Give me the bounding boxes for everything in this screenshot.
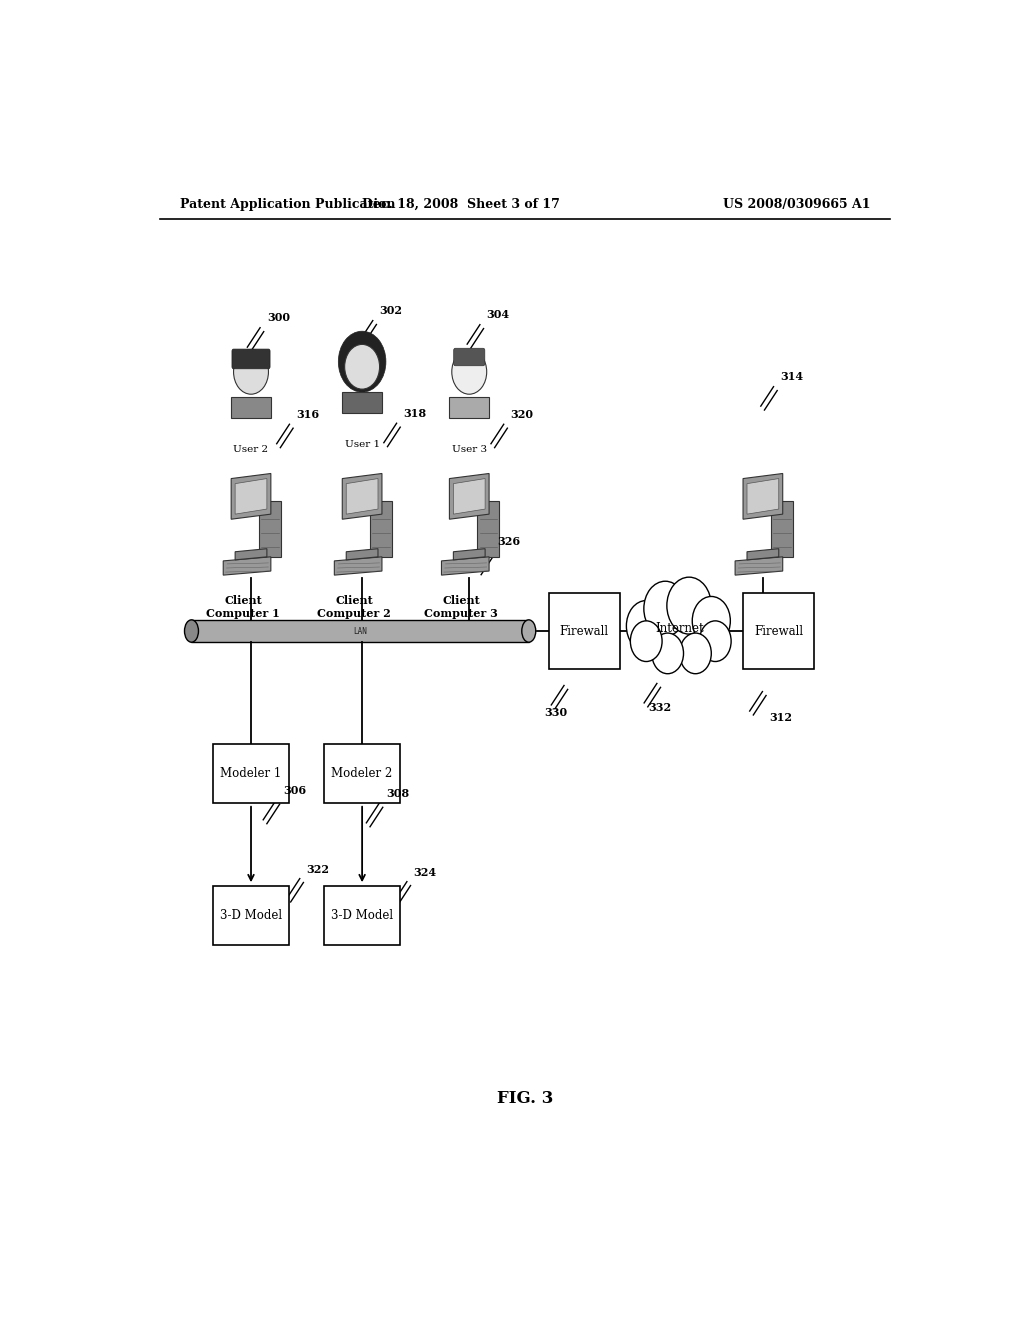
Text: LAN: LAN — [353, 627, 367, 635]
Text: 330: 330 — [545, 706, 567, 718]
FancyBboxPatch shape — [325, 886, 399, 945]
Circle shape — [627, 601, 666, 651]
Circle shape — [233, 350, 268, 395]
FancyBboxPatch shape — [771, 502, 793, 557]
Polygon shape — [346, 549, 378, 560]
Polygon shape — [223, 557, 270, 576]
Text: Client
Computer 2: Client Computer 2 — [317, 595, 391, 619]
Text: 308: 308 — [386, 788, 409, 799]
Text: 322: 322 — [306, 865, 330, 875]
Text: User 2: User 2 — [233, 445, 268, 454]
Text: 320: 320 — [511, 409, 534, 420]
Text: 306: 306 — [283, 785, 306, 796]
FancyBboxPatch shape — [232, 348, 270, 368]
Polygon shape — [748, 549, 779, 560]
Text: Dec. 18, 2008  Sheet 3 of 17: Dec. 18, 2008 Sheet 3 of 17 — [362, 198, 560, 211]
FancyBboxPatch shape — [549, 593, 620, 669]
Circle shape — [680, 634, 712, 673]
Circle shape — [345, 345, 380, 389]
Text: Firewall: Firewall — [560, 624, 609, 638]
Polygon shape — [441, 557, 489, 576]
Circle shape — [651, 634, 683, 673]
Text: 3-D Model: 3-D Model — [331, 909, 393, 923]
Polygon shape — [735, 557, 782, 576]
Circle shape — [631, 620, 663, 661]
Circle shape — [452, 350, 486, 395]
FancyBboxPatch shape — [213, 744, 289, 803]
FancyBboxPatch shape — [191, 620, 528, 643]
FancyBboxPatch shape — [325, 744, 399, 803]
Polygon shape — [743, 474, 782, 519]
Text: 318: 318 — [403, 408, 427, 418]
Text: Internet: Internet — [655, 623, 703, 635]
Text: 314: 314 — [780, 371, 804, 383]
FancyBboxPatch shape — [450, 397, 489, 417]
Circle shape — [338, 331, 386, 392]
Text: Global
Server: Global Server — [742, 595, 783, 619]
Text: US 2008/0309665 A1: US 2008/0309665 A1 — [723, 198, 870, 211]
FancyBboxPatch shape — [743, 593, 814, 669]
Ellipse shape — [522, 620, 536, 643]
Polygon shape — [748, 479, 779, 515]
Polygon shape — [334, 557, 382, 576]
FancyBboxPatch shape — [370, 502, 392, 557]
Text: Client
Computer 3: Client Computer 3 — [424, 595, 499, 619]
Circle shape — [667, 577, 712, 634]
Text: 324: 324 — [414, 867, 437, 878]
Text: Client
Computer 1: Client Computer 1 — [206, 595, 280, 619]
Polygon shape — [450, 474, 489, 519]
Polygon shape — [346, 479, 378, 515]
FancyBboxPatch shape — [454, 348, 484, 366]
Text: 302: 302 — [380, 305, 402, 317]
Polygon shape — [231, 474, 270, 519]
Text: 3-D Model: 3-D Model — [220, 909, 282, 923]
Text: Patent Application Publication: Patent Application Publication — [179, 198, 395, 211]
Text: 326: 326 — [497, 536, 520, 546]
Ellipse shape — [184, 620, 199, 643]
Text: 304: 304 — [486, 309, 510, 321]
Text: FIG. 3: FIG. 3 — [497, 1090, 553, 1107]
FancyBboxPatch shape — [477, 502, 500, 557]
FancyBboxPatch shape — [342, 392, 382, 412]
Circle shape — [692, 597, 730, 645]
FancyBboxPatch shape — [231, 397, 270, 417]
Text: Modeler 1: Modeler 1 — [220, 767, 282, 780]
FancyBboxPatch shape — [259, 502, 282, 557]
Polygon shape — [342, 474, 382, 519]
Polygon shape — [236, 479, 267, 515]
Text: Modeler 2: Modeler 2 — [332, 767, 393, 780]
Polygon shape — [454, 479, 485, 515]
Text: User 3: User 3 — [452, 445, 486, 454]
Text: User 1: User 1 — [344, 440, 380, 449]
Text: 300: 300 — [267, 313, 290, 323]
FancyBboxPatch shape — [213, 886, 289, 945]
Circle shape — [644, 581, 687, 636]
Text: 312: 312 — [769, 711, 793, 723]
Text: 316: 316 — [296, 409, 319, 420]
Text: Firewall: Firewall — [755, 624, 803, 638]
Polygon shape — [454, 549, 485, 560]
Polygon shape — [236, 549, 267, 560]
Circle shape — [699, 620, 731, 661]
Text: 332: 332 — [648, 702, 671, 713]
